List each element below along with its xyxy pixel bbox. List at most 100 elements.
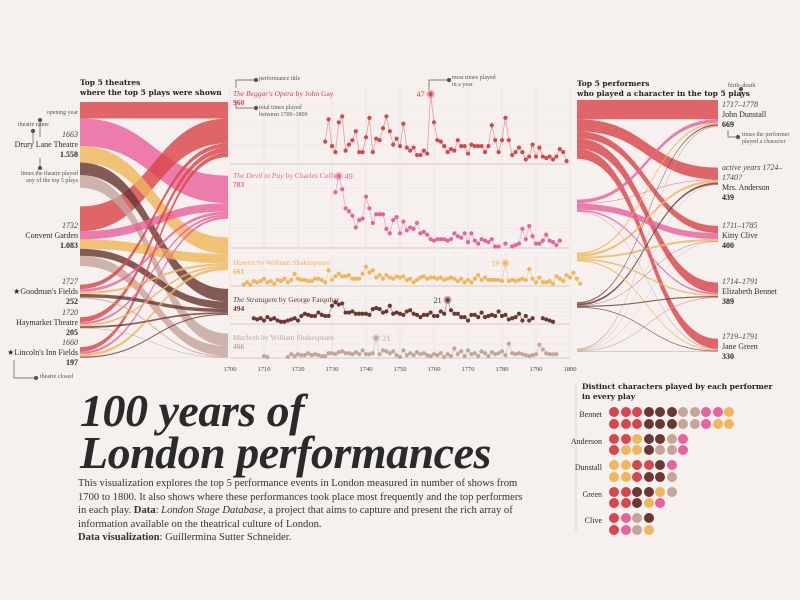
hamlet-point — [261, 276, 267, 281]
distinct-header-line2: in every play — [582, 392, 636, 401]
character-dot-devil — [620, 524, 631, 535]
devil-point — [380, 212, 386, 217]
macbeth-point — [404, 353, 409, 358]
leader-dot — [253, 105, 259, 111]
stratagem-point — [285, 318, 290, 323]
beggar-point — [496, 149, 501, 155]
beggar-point — [452, 148, 457, 153]
x-tick-label: 1760 — [428, 366, 441, 373]
hamlet-point — [309, 279, 314, 284]
stratagem-point — [346, 310, 352, 315]
stratagem-point — [292, 316, 297, 321]
theatre-label: 1663 Drury Lane Theatre 1.558 — [0, 130, 78, 160]
stratagem-total: 494 — [233, 304, 245, 313]
leader-dot — [37, 165, 43, 171]
hamlet-point — [411, 280, 416, 285]
character-dot-hamlet — [724, 407, 734, 417]
stratagem-point — [510, 316, 515, 321]
play-performer-flow — [577, 180, 718, 257]
theatre-play-flow — [80, 293, 228, 313]
macbeth-point — [503, 353, 508, 358]
macbeth-point — [496, 351, 501, 356]
theatre-play-flow — [80, 175, 228, 347]
leader-dot — [446, 77, 452, 83]
macbeth-point — [363, 352, 369, 357]
credit-name: : Guillermina Sutter Schneider. — [159, 532, 292, 543]
x-tick-label: 1740 — [360, 366, 373, 373]
theatre-count: 252 — [66, 296, 78, 306]
character-dot-beggar — [609, 407, 619, 417]
annotation-times-theatre: times the theatre played any of the top … — [0, 171, 78, 185]
hamlet-point — [295, 276, 301, 281]
hamlet-point — [248, 282, 253, 287]
beggar-point — [329, 144, 335, 149]
theatres-header-line2: where the top 5 plays were shown — [80, 88, 222, 97]
character-dot-devil — [701, 407, 711, 417]
performer-count: 330 — [722, 352, 734, 362]
performer-label: 1717–1778 John Dunstall 669 — [722, 100, 800, 130]
description: This visualization explores the top 5 pe… — [78, 477, 528, 545]
theatre-name: ★Goodman's Fields — [0, 287, 78, 297]
character-dot-beggar — [632, 460, 642, 470]
hamlet-point — [523, 277, 528, 283]
stratagem-point — [493, 313, 498, 319]
stratagem-point — [329, 303, 335, 308]
devil-point — [476, 241, 481, 246]
hamlet-point — [465, 277, 471, 283]
theatre-count: 197 — [66, 357, 78, 367]
stratagem-point — [442, 311, 447, 316]
macbeth-total: 466 — [233, 342, 245, 351]
play-performer-flow — [577, 297, 718, 352]
devil-point — [384, 226, 389, 231]
stratagem-point — [455, 311, 460, 316]
stratagem-point — [343, 310, 348, 315]
stratagem-point — [319, 312, 324, 317]
theatre-name-text: Haymarket Theatre — [16, 317, 78, 327]
theatre-year: 1732 — [62, 221, 78, 231]
macbeth-point — [547, 352, 552, 357]
devil-point — [397, 231, 403, 236]
annotation-birth-death: birth–death — [728, 83, 756, 89]
play-performer-flow — [577, 211, 718, 350]
beggar-point — [506, 138, 511, 143]
devil-point — [462, 231, 467, 236]
character-dot-beggar — [609, 524, 619, 535]
devil-point — [374, 212, 379, 217]
macbeth-point — [408, 351, 413, 356]
hamlet-point — [479, 277, 484, 283]
stratagem-point — [302, 311, 307, 316]
hamlet-point — [472, 276, 477, 281]
character-dot-hamlet — [643, 524, 654, 535]
stratagem-point — [272, 316, 277, 321]
devil-point — [493, 244, 498, 249]
stratagem-point — [312, 313, 318, 319]
performer-years: 1717–1778 — [722, 100, 758, 110]
beggar-point — [374, 136, 379, 141]
hamlet-point — [258, 279, 263, 284]
hamlet-point — [374, 275, 379, 280]
annotation-line: any of the top 5 plays — [26, 178, 78, 184]
devil-point — [394, 215, 399, 220]
stratagem-point — [363, 311, 369, 316]
beggar-point — [537, 145, 542, 150]
beggar-point — [540, 154, 545, 159]
beggar-point — [510, 152, 515, 158]
beggar-point — [513, 149, 518, 155]
character-dot-macbeth — [632, 524, 642, 535]
beggar-point — [530, 142, 535, 147]
x-tick-label: 1800 — [564, 366, 577, 373]
stratagem-point — [370, 307, 375, 312]
beggar-point — [489, 123, 494, 128]
hamlet-point — [408, 276, 413, 281]
devil-point — [527, 223, 532, 229]
beggar-point — [326, 117, 331, 122]
beggar-point — [561, 149, 566, 155]
hamlet-point — [544, 280, 549, 285]
beggar-point — [445, 149, 450, 155]
character-dot-beggar — [620, 407, 631, 417]
stratagem-point — [282, 319, 287, 324]
devil-point — [350, 213, 355, 218]
stratagem-point — [462, 315, 467, 320]
macbeth-point — [499, 349, 505, 354]
